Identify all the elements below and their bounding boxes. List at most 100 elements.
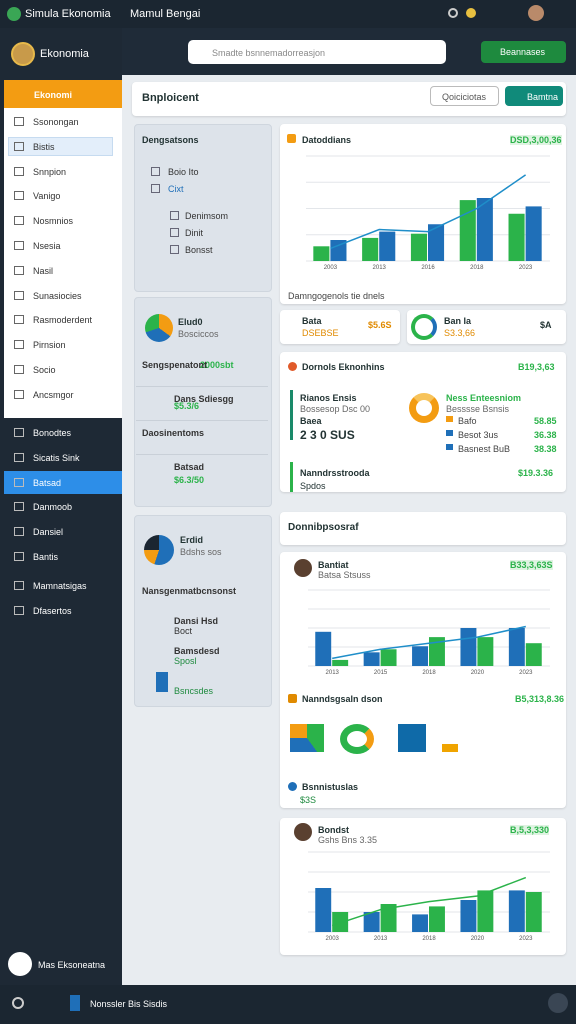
stat-ring [411, 314, 437, 340]
detail-ring [409, 393, 439, 423]
bar [362, 237, 379, 261]
menu-icon [14, 502, 24, 512]
group-row: Dans Sdiesgg [174, 394, 234, 404]
menu-item[interactable]: Pirnsion [33, 340, 66, 351]
group-value: Boct [174, 626, 193, 636]
group-row: Batsad [174, 462, 205, 472]
group-row: Sengspenatont [142, 360, 208, 370]
x-tick-label: 2016 [421, 265, 435, 271]
menu-icon [14, 241, 24, 250]
menu-item[interactable]: Bistis [33, 141, 55, 152]
chart-value: DSD,3,00,36 [510, 135, 562, 145]
group-item[interactable]: Bonsst [185, 245, 213, 255]
menu-item[interactable]: Dansiel [33, 527, 64, 538]
card-icon [288, 782, 297, 791]
menu-header[interactable] [4, 80, 122, 108]
menu-icon [14, 527, 24, 537]
trend-line [331, 876, 527, 927]
start-icon[interactable] [12, 997, 24, 1009]
menu-item[interactable]: Socio [33, 365, 56, 375]
menu-item[interactable]: Snnpion [33, 166, 67, 177]
menu-item[interactable]: Nosmnios [33, 216, 74, 227]
tray-avatar[interactable] [548, 993, 568, 1013]
stat-value: $A [540, 320, 552, 330]
bar [332, 912, 349, 932]
group-row: Daosinentoms [142, 428, 205, 438]
bar [476, 198, 493, 261]
menu-item[interactable]: Nasil [33, 265, 54, 276]
bottom-bar [0, 985, 576, 1024]
group-item[interactable]: Dinit [185, 228, 204, 238]
x-tick-label: 2020 [471, 936, 485, 942]
menu-item[interactable]: Ssonongan [33, 117, 79, 127]
menu-header-label: Ekonomi [34, 90, 73, 100]
menu-item[interactable]: Sunasiocies [33, 290, 82, 301]
task-icon[interactable] [70, 995, 80, 1011]
group-item[interactable]: Cixt [168, 184, 184, 194]
extra-value: B5,313,8.36 [515, 694, 565, 704]
menu-item[interactable]: Dfasertos [33, 605, 72, 616]
group-subtitle: Bdshs sos [180, 547, 222, 557]
bar [412, 646, 428, 666]
menu-item[interactable]: Danmoob [33, 502, 73, 513]
menu-item[interactable]: Batsad [33, 477, 62, 488]
bar [315, 631, 332, 666]
chart-title: Bantiat [318, 560, 349, 570]
menu-icon [14, 166, 24, 176]
menu-item[interactable]: Ancsmgor [33, 389, 74, 400]
menu-item[interactable]: Bonodtes [33, 428, 72, 438]
chart-subtitle: Gshs Bns 3.35 [318, 835, 378, 845]
chart-value: B,5,3,330 [510, 825, 550, 835]
x-tick-label: 2003 [324, 265, 338, 271]
profile-avatar[interactable] [11, 42, 35, 66]
card-icon [287, 134, 296, 143]
menu-icon [14, 315, 24, 325]
detail-left-line: Baea [300, 416, 322, 426]
group-item[interactable]: Denimsom [185, 211, 229, 221]
search-placeholder: Smadte bsnnemadorreasjon [212, 48, 326, 58]
detail-row-value: 36.38 [534, 430, 557, 440]
detail-left-line: 2 3 0 SUS [300, 428, 355, 442]
emoji-icon[interactable] [466, 8, 476, 18]
group-icon [170, 245, 179, 254]
page-title: Bnploicent [142, 92, 199, 104]
card-icon [288, 362, 297, 371]
menu-icon [14, 141, 24, 151]
avatar[interactable] [528, 5, 544, 21]
group-title: Dengsatsons [142, 135, 199, 145]
group-icon [151, 184, 160, 193]
highlight: 2000sbt [200, 360, 234, 370]
menu-item[interactable]: Vanigo [33, 191, 61, 202]
menu-item-active[interactable] [8, 136, 113, 156]
app-logo [7, 7, 21, 21]
chart: 2013 2015 2018 2020 2023 [308, 589, 550, 676]
extra-sub: Bsnnistuslas [302, 782, 359, 792]
chart-footer: Damngogenols tie dnels [288, 291, 385, 301]
x-tick-label: 2003 [326, 936, 340, 942]
menu-icon [14, 265, 24, 275]
search-icon[interactable] [448, 8, 458, 18]
primary-button[interactable] [505, 86, 563, 106]
menu-item[interactable]: Bantis [33, 552, 59, 562]
stat-sub: S3.3,66 [444, 328, 476, 338]
x-tick-label: 2020 [471, 670, 485, 676]
accent-bar [290, 462, 293, 492]
detail-right-sub: Besssse Bsnsis [446, 404, 510, 414]
menu-item[interactable]: Rasmoderdent [33, 315, 93, 326]
card-avatar [294, 823, 312, 841]
section-bar [280, 512, 566, 545]
header-button[interactable] [481, 41, 566, 63]
group-subtitle: Bosciccos [178, 329, 219, 339]
menu-item-active[interactable] [4, 470, 122, 494]
card-icon [288, 694, 297, 703]
chart-value: B33,3,63S [510, 560, 553, 570]
menu-item[interactable]: Mamnatsigas [33, 580, 87, 591]
chart: 2003 2013 2018 2020 2023 [308, 851, 550, 942]
group-item[interactable]: Boio Ito [168, 167, 199, 177]
x-tick-label: 2013 [326, 670, 340, 676]
menu-item[interactable]: Sicatis Sink [33, 452, 80, 463]
secondary-button[interactable] [430, 86, 499, 106]
group-value: $5.3/6 [174, 401, 200, 411]
search-box[interactable] [188, 40, 446, 64]
menu-item[interactable]: Nsesia [33, 241, 61, 251]
